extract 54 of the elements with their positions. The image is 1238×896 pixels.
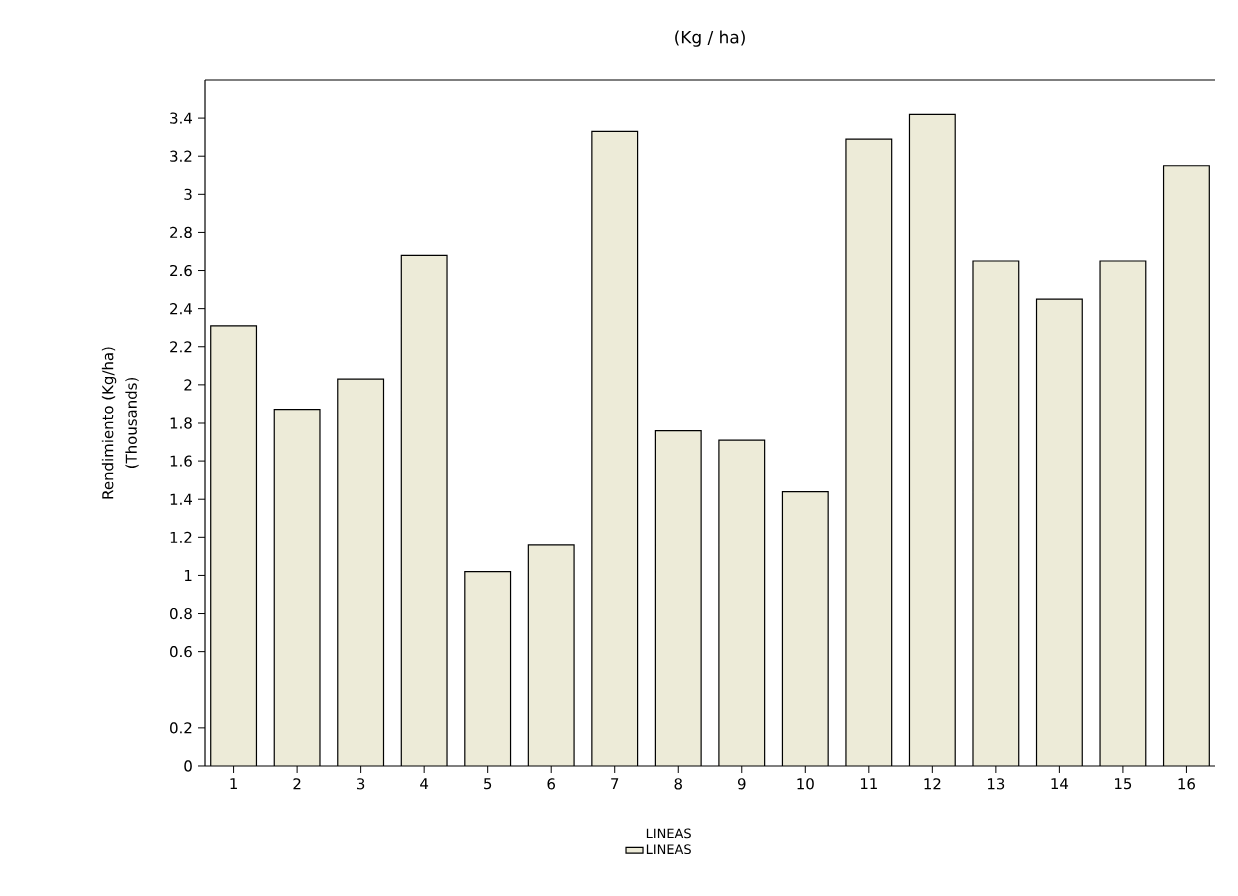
bar — [274, 409, 320, 766]
y-tick-label: 0.2 — [170, 722, 192, 734]
x-tick-label: 14 — [1051, 778, 1069, 790]
bar — [1162, 165, 1210, 766]
x-tick-label: 6 — [547, 778, 556, 790]
x-tick-label: 2 — [293, 778, 301, 790]
bar — [845, 139, 892, 766]
y-tick-label: 2.6 — [170, 264, 192, 277]
x-tick-label: 7 — [611, 778, 619, 790]
y-tick-label: 2.4 — [170, 303, 192, 315]
legend-label: LINEAS — [646, 844, 691, 855]
bar — [972, 261, 1019, 766]
y-tick-label: 1.6 — [170, 455, 192, 467]
bar — [718, 440, 765, 766]
y-tick-label: 0.8 — [170, 607, 192, 620]
x-tick-label: 10 — [797, 778, 814, 790]
x-tick-label: 11 — [860, 778, 877, 790]
bar — [337, 379, 384, 766]
bar — [528, 544, 575, 766]
y-tick-label: 3 — [184, 188, 192, 200]
x-tick-label: 5 — [484, 778, 492, 790]
x-tick-label: 16 — [1178, 778, 1195, 790]
x-tick-label: 4 — [420, 778, 429, 790]
y-tick-label: 2.2 — [170, 341, 192, 353]
y-tick-label: 0 — [184, 760, 192, 772]
bar — [909, 114, 956, 766]
bar — [210, 325, 257, 766]
y-tick-label: 3.4 — [170, 112, 192, 124]
bar — [1036, 299, 1083, 766]
x-tick-label: 8 — [674, 778, 682, 790]
bar — [1100, 261, 1146, 766]
x-tick-label: 9 — [737, 778, 746, 790]
legend-title: LINEAS — [646, 828, 691, 839]
x-tick-label: 3 — [357, 778, 365, 790]
y-tick-label: 1.8 — [170, 417, 192, 429]
x-tick-label: 15 — [1115, 778, 1132, 790]
y-tick-label: 1 — [184, 569, 192, 581]
y-tick-label: 0.6 — [170, 646, 192, 658]
bar — [782, 491, 829, 766]
y-tick-label: 2.8 — [170, 226, 192, 239]
bar — [401, 255, 448, 766]
y-tick-label: 1.2 — [170, 531, 192, 543]
chart-title: (Kg / ha) — [675, 30, 745, 47]
y-axis-title: Rendimiento (Kg/ha) — [101, 347, 117, 499]
y-tick-label: 1.4 — [170, 493, 192, 505]
x-tick-label: 1 — [230, 778, 237, 790]
bar — [464, 571, 511, 766]
y-tick-label: 2 — [184, 379, 192, 391]
bar — [591, 131, 638, 766]
text: (Thousands) — [125, 377, 139, 468]
x-tick-label: 13 — [988, 778, 1005, 790]
y-tick-label: 3.2 — [170, 150, 192, 162]
bar — [655, 430, 702, 766]
x-tick-label: 12 — [924, 778, 941, 790]
